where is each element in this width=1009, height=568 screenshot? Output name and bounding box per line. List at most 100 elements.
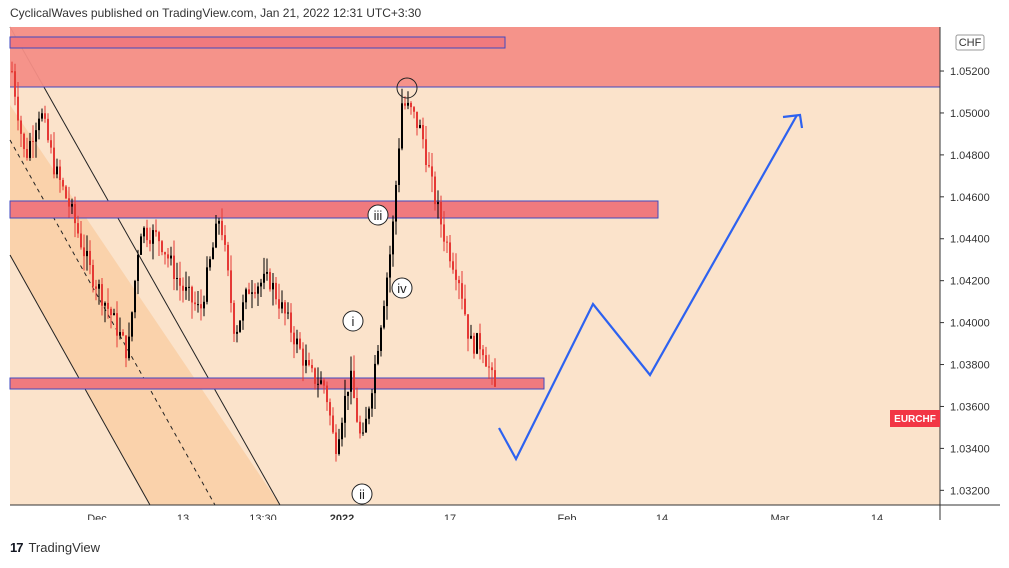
wave-label-iv-text: iv [397, 281, 407, 296]
candle-body [161, 241, 163, 253]
symbol-badge-box [890, 410, 940, 427]
candle-body [221, 220, 223, 236]
candle-body [350, 370, 352, 392]
candle-body [107, 302, 109, 309]
price-chart[interactable]: i ii iii iv 1.05200 1.05000 1.04800 1.04600… [0, 0, 1009, 520]
candle-body [452, 261, 454, 270]
candle-body [215, 223, 217, 248]
candle-body [476, 333, 478, 354]
candle-body [17, 96, 19, 121]
candle-body [140, 236, 142, 255]
candle-body [311, 364, 313, 369]
candle-body [134, 280, 136, 313]
candle-body [323, 380, 325, 386]
channel-upper-line [9, 26, 281, 506]
time-tick-label: 17 [444, 513, 456, 520]
candle-body [335, 432, 337, 454]
candle-body [188, 286, 190, 288]
currency-label-box [955, 34, 985, 51]
candle-body [362, 432, 364, 434]
candle-body [434, 176, 436, 205]
candle-body [59, 166, 61, 180]
candle-body [248, 289, 250, 294]
candle-body [14, 71, 16, 97]
candle-body [353, 370, 355, 399]
candle-body [245, 289, 247, 303]
candle-body [425, 139, 427, 166]
channel-mid-line [9, 139, 216, 506]
price-tick-label: 1.04800 [950, 150, 990, 162]
candle-body [428, 165, 430, 167]
candle-body [284, 302, 286, 314]
candle-body [383, 306, 385, 328]
candle-body [401, 103, 403, 149]
candle-body [410, 102, 412, 108]
time-tick-label: Feb [558, 513, 577, 520]
time-tick-label: 13:30 [249, 513, 277, 520]
candle-body [164, 252, 166, 255]
candle-body [251, 292, 253, 294]
candle-body [137, 254, 139, 281]
candle-body [125, 335, 127, 359]
time-tick-group: Dec 13 13:30 2022 17 Feb 14 Mar 14 [87, 513, 883, 520]
candle-body [44, 113, 46, 119]
candle-body [173, 255, 175, 279]
price-tick-label: 1.03800 [950, 360, 990, 372]
time-tick-label: 14 [871, 513, 883, 520]
candles-group [11, 61, 496, 462]
candle-body [71, 204, 73, 207]
candle-body [419, 125, 421, 128]
candle-body [470, 335, 472, 339]
middle-box [9, 200, 659, 219]
candle-body [32, 141, 34, 143]
candle-body [407, 102, 409, 106]
candle-body [155, 230, 157, 233]
candle-body [230, 270, 232, 303]
candle-body [119, 332, 121, 336]
candle-body [281, 302, 283, 309]
price-tick-label: 1.03200 [950, 485, 990, 497]
candle-body [437, 202, 439, 205]
candle-body [272, 282, 274, 290]
candle-body [389, 254, 391, 278]
candle-body [296, 338, 298, 345]
candle-body [293, 332, 295, 345]
price-tick-label: 1.05000 [950, 108, 990, 120]
candle-body [257, 286, 259, 294]
currency-label: CHF [959, 37, 982, 49]
candle-body [29, 141, 31, 158]
candle-body [50, 140, 52, 148]
upper-resistance-zone [10, 27, 940, 87]
candle-body [491, 367, 493, 371]
footer: 17 TradingView [10, 540, 100, 555]
candle-body [113, 313, 115, 316]
candle-body [302, 348, 304, 366]
footer-logo-text: TradingView [28, 540, 101, 555]
wave-label-ii-text: ii [359, 487, 365, 502]
candle-body [38, 118, 40, 131]
candle-body [53, 147, 55, 175]
candle-body [431, 166, 433, 177]
wave-label-iii-text: iii [374, 208, 383, 223]
candle-body [101, 284, 103, 306]
top-marker-circle [396, 77, 418, 99]
price-tick-label: 1.03600 [950, 401, 990, 413]
candle-body [47, 118, 49, 141]
candle-body [35, 130, 37, 142]
candle-body [269, 271, 271, 290]
candle-body [122, 332, 124, 336]
candle-body [422, 125, 424, 140]
candle-body [278, 299, 280, 309]
candle-body [242, 302, 244, 321]
price-tick-label: 1.04600 [950, 192, 990, 204]
candle-body [485, 355, 487, 367]
candle-body [182, 285, 184, 291]
upper-box [9, 36, 506, 49]
candle-body [62, 179, 64, 187]
candle-body [146, 227, 148, 241]
candle-body [371, 393, 373, 409]
candle-body [209, 259, 211, 268]
candle-body [203, 301, 205, 309]
candle-body [332, 415, 334, 433]
candle-body [200, 304, 202, 309]
